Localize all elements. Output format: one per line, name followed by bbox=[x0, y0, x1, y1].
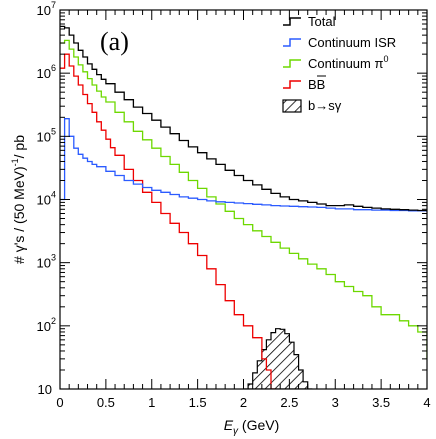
x-axis-title: Eγ (GeV) bbox=[224, 417, 280, 437]
x-tick-label: 0 bbox=[56, 395, 63, 410]
legend-item-1: Continuum ISR bbox=[283, 35, 396, 50]
y-axis-title: # γ's / (50 MeV)-1/ pb bbox=[10, 135, 27, 264]
y-tick-label: 107 bbox=[37, 0, 56, 18]
x-tick-label: 4 bbox=[423, 395, 430, 410]
legend-swatch bbox=[283, 17, 301, 26]
x-tick-label: 2.5 bbox=[280, 395, 298, 410]
y-tick-label: 103 bbox=[37, 253, 56, 271]
legend-swatch bbox=[283, 59, 301, 68]
y-tick-label: 106 bbox=[37, 63, 56, 81]
series-signal bbox=[243, 328, 313, 389]
legend-item-3: BB bbox=[283, 75, 326, 92]
x-tick-label: 1.5 bbox=[189, 395, 207, 410]
x-tick-label: 1 bbox=[148, 395, 155, 410]
legend-swatch bbox=[283, 38, 301, 47]
series-line-1 bbox=[60, 118, 427, 212]
legend-label: BB bbox=[308, 77, 325, 92]
x-tick-label: 0.5 bbox=[97, 395, 115, 410]
plot-area bbox=[60, 25, 427, 389]
series-line-3 bbox=[60, 53, 276, 389]
axes: 0 0.5 1 1.5 2 2.5 3 3.5 4 10 102 103 104 105 106 107 Eγ … bbox=[10, 0, 431, 437]
x-tick-label: 2 bbox=[240, 395, 247, 410]
y-tick-label: 104 bbox=[37, 190, 56, 208]
y-tick-label: 10 bbox=[38, 382, 52, 397]
legend-label: Continuum ISR bbox=[308, 35, 396, 50]
x-tick-label: 3.5 bbox=[372, 395, 390, 410]
panel-label: (a) bbox=[100, 27, 129, 56]
legend-swatch bbox=[283, 80, 301, 89]
legend-item-signal: b→sγ bbox=[282, 98, 342, 113]
legend-item-2: Continuum π0 bbox=[283, 54, 388, 71]
y-tick-label: 102 bbox=[37, 316, 56, 334]
x-tick-label: 3 bbox=[332, 395, 339, 410]
legend-label: Total bbox=[308, 14, 336, 29]
legend-label: b→sγ bbox=[308, 98, 342, 113]
legend: Total Continuum ISR Continuum π0 BB b→sγ bbox=[282, 14, 396, 113]
legend-label: Continuum π0 bbox=[308, 54, 388, 71]
y-tick-label: 105 bbox=[37, 126, 56, 144]
legend-item-0: Total bbox=[283, 14, 336, 29]
series-line-2 bbox=[60, 39, 427, 360]
series-line-0 bbox=[60, 25, 427, 212]
